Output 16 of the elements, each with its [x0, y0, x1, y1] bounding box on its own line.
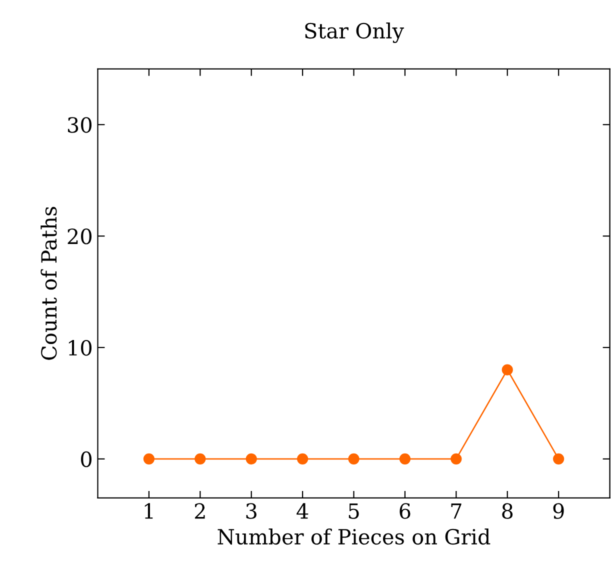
- x-tick-label: 9: [553, 503, 564, 519]
- x-tick-label: 5: [348, 503, 359, 519]
- y-tick-label: 0: [81, 451, 92, 468]
- x-tick-label: 1: [144, 503, 153, 519]
- x-tick-label: 7: [451, 503, 462, 519]
- x-tick-label: 6: [400, 503, 410, 519]
- x-tick-label: 3: [246, 503, 256, 519]
- y-axis-title: Count of Paths: [40, 206, 57, 360]
- x-axis-title: Number of Pieces on Grid: [218, 528, 490, 545]
- x-tick-label: 8: [502, 503, 513, 519]
- y-tick-label: 30: [68, 117, 92, 133]
- x-tick-label: 2: [194, 503, 205, 519]
- chart-title: Star Only: [305, 22, 404, 43]
- x-tick-label: 4: [296, 503, 308, 519]
- y-tick-label: 10: [68, 340, 92, 356]
- y-tick-label: 20: [68, 228, 92, 244]
